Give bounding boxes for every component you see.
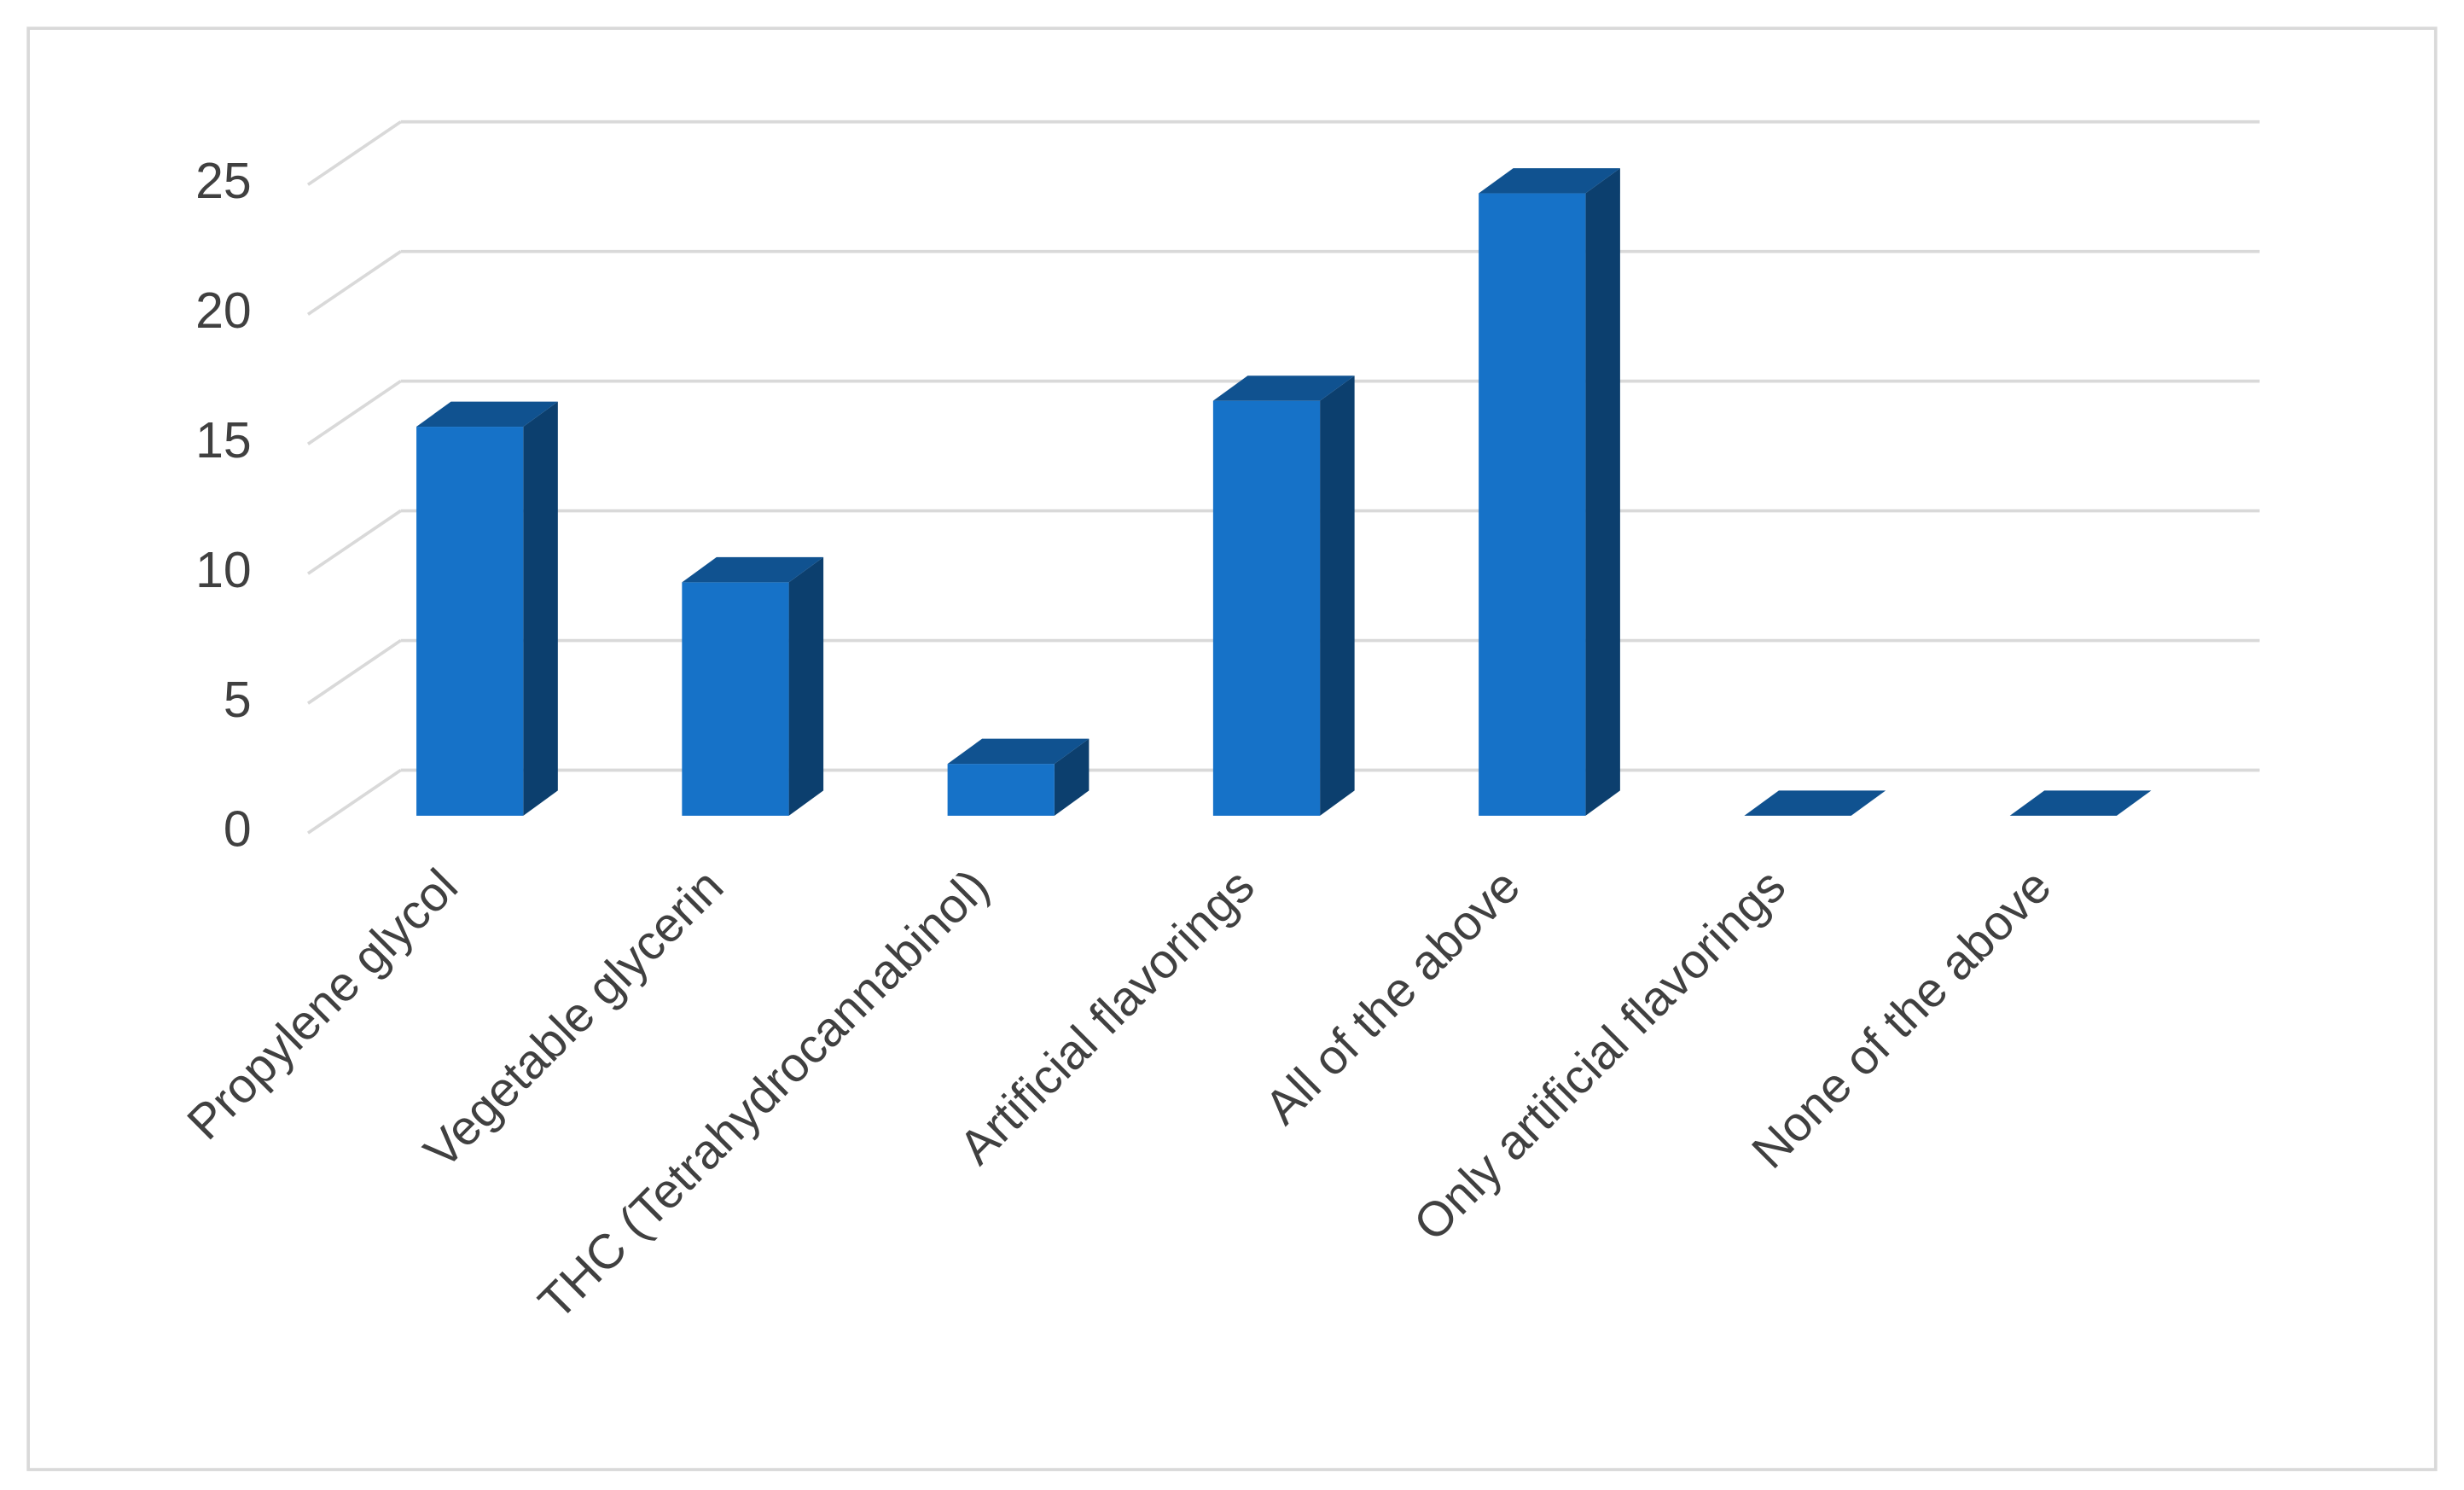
- bar-side: [1054, 738, 1090, 816]
- bar: [1479, 193, 1586, 816]
- bar-side: [1320, 375, 1355, 816]
- bar-side: [788, 556, 824, 816]
- y-tick-label: 25: [195, 154, 252, 209]
- bar-side: [1585, 168, 1620, 816]
- bar-top: [682, 556, 824, 583]
- grid-line-side: [306, 509, 402, 575]
- grid-line-side: [306, 639, 402, 705]
- grid-line-side: [306, 250, 402, 316]
- y-tick-label: 20: [195, 283, 252, 339]
- grid-line-side: [306, 380, 402, 445]
- bar-top: [1479, 168, 1620, 194]
- bar-top: [2009, 790, 2152, 816]
- y-tick-label: 5: [224, 672, 252, 728]
- y-tick-label: 10: [195, 543, 252, 598]
- bar-top: [947, 738, 1090, 765]
- bar-side: [523, 401, 558, 816]
- bar: [416, 427, 524, 816]
- bar: [1212, 400, 1321, 816]
- y-tick-label: 0: [224, 802, 252, 858]
- grid-line-side: [306, 768, 402, 835]
- bar-top: [1212, 375, 1355, 401]
- y-tick-label: 15: [195, 413, 252, 469]
- bar: [947, 764, 1055, 816]
- bar: [682, 582, 789, 816]
- grid-line-side: [306, 120, 402, 186]
- bar-top: [416, 401, 558, 428]
- bar-top: [1744, 790, 1886, 816]
